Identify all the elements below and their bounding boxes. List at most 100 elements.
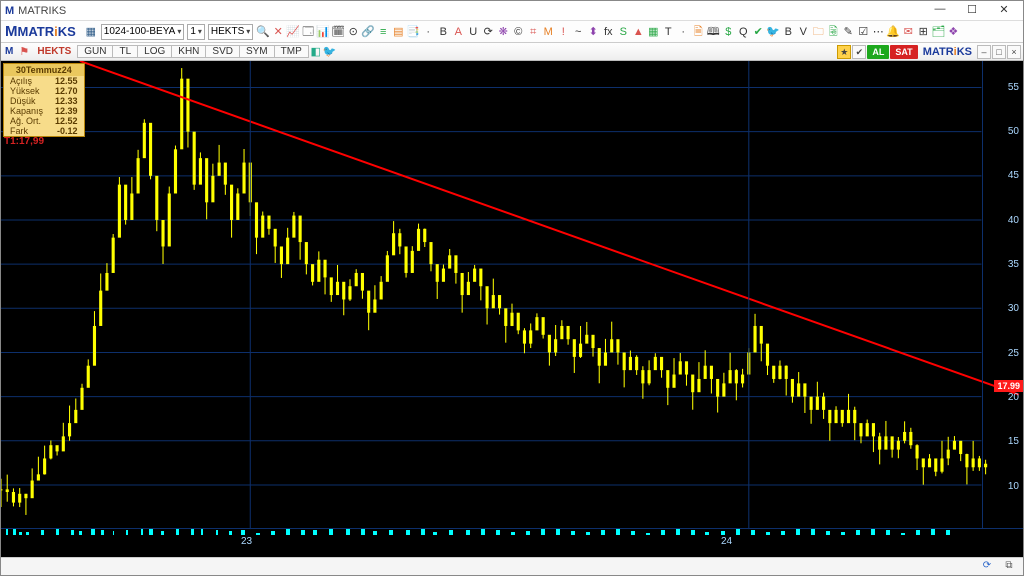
app-logo-m: M — [5, 5, 14, 17]
status-bar: ⟳ ⧉ — [1, 557, 1023, 575]
toolbar-icon[interactable]: S — [616, 25, 630, 39]
timeframe-button-khn[interactable]: KHN — [172, 45, 206, 58]
toolbar-icon[interactable]: ▤ — [391, 25, 405, 39]
toolbar-icon[interactable]: 🗎 — [691, 25, 705, 39]
toolbar-icon[interactable]: 📈 — [286, 25, 300, 39]
sell-button[interactable]: SAT — [890, 45, 917, 59]
ohlc-key: Düşük — [4, 96, 49, 106]
toolbar-icon[interactable]: ✕ — [271, 25, 285, 39]
toolbar-icon[interactable]: T — [661, 25, 675, 39]
y-axis-tick: 20 — [1008, 392, 1019, 403]
toolbar-icon[interactable]: U — [466, 25, 480, 39]
window-controls: — ☐ ✕ — [925, 3, 1019, 19]
toolbar-icon[interactable]: ≡ — [376, 25, 390, 39]
toolbar-icon[interactable]: ▦ — [646, 25, 660, 39]
toolbar-icon[interactable]: B — [436, 25, 450, 39]
timeframe-button-sym[interactable]: SYM — [240, 45, 275, 58]
toolbar-icon[interactable]: 🐦 — [766, 25, 780, 39]
chart-max-icon[interactable]: □ — [992, 45, 1006, 59]
symbol-select[interactable]: HEKTS▾ — [208, 24, 253, 40]
toolbar-icon[interactable]: 🗟 — [826, 25, 840, 39]
toolbar-icon[interactable]: $ — [721, 25, 735, 39]
y-axis-tick: 10 — [1008, 481, 1019, 492]
toolbar-icon[interactable]: 🗂 — [931, 25, 945, 39]
toolbar-icon[interactable]: ⟳ — [481, 25, 495, 39]
ohlc-value: 12.33 — [49, 96, 84, 106]
buy-button[interactable]: AL — [867, 45, 889, 59]
toolbar-icon[interactable]: ~ — [571, 25, 585, 39]
toolbar-icon[interactable]: ✎ — [841, 25, 855, 39]
layout-icon[interactable]: ▦ — [84, 25, 98, 39]
toolbar-icon[interactable]: 🗀 — [811, 25, 825, 39]
toolbar-icon[interactable]: ▲ — [631, 25, 645, 39]
toolbar-icon[interactable]: 🕮 — [706, 25, 720, 39]
ohlc-value: 12.70 — [49, 86, 84, 96]
y-axis-separator — [982, 61, 983, 529]
ohlc-date: 30Temmuz24 — [4, 64, 84, 76]
timeframe-button-tl[interactable]: TL — [113, 45, 138, 58]
toolbar-icon[interactable]: ⋯ — [871, 25, 885, 39]
ohlc-key: Kapanış — [4, 106, 49, 116]
y-axis-tick: 15 — [1008, 436, 1019, 447]
toolbar-icon[interactable]: B — [781, 25, 795, 39]
y-axis-tick: 25 — [1008, 348, 1019, 359]
toolbar-icon[interactable]: ! — [556, 25, 570, 39]
window-title: MATRIKS — [18, 5, 66, 17]
close-button[interactable]: ✕ — [989, 3, 1019, 19]
ohlc-value: -0.12 — [49, 126, 84, 136]
num-select[interactable]: 1▾ — [187, 24, 205, 40]
status-refresh-icon[interactable]: ⟳ — [979, 560, 995, 574]
toolbar-icon[interactable]: ⬍ — [586, 25, 600, 39]
timeframe-button-gun[interactable]: GUN — [77, 45, 113, 58]
toolbar-icon[interactable]: Q — [736, 25, 750, 39]
toolbar-icon[interactable]: 🔗 — [361, 25, 375, 39]
toolbar-icon[interactable]: © — [511, 25, 525, 39]
toolbar-icon[interactable]: ❋ — [496, 25, 510, 39]
main-toolbar: MMATRiKS ▦ 1024-100-BEYA▾ 1▾ HEKTS▾ 🔍✕📈🗔… — [1, 21, 1023, 43]
toolbar-icon[interactable]: ✔ — [751, 25, 765, 39]
volume-row — [1, 529, 981, 535]
chart-tool-icon[interactable]: ◧ — [309, 45, 323, 59]
y-axis-tick: 55 — [1008, 82, 1019, 93]
timeframe-button-log[interactable]: LOG — [138, 45, 172, 58]
chart-flag-icon[interactable]: ⚑ — [17, 45, 31, 59]
maximize-button[interactable]: ☐ — [957, 3, 987, 19]
timeframe-button-tmp[interactable]: TMP — [275, 45, 309, 58]
status-network-icon[interactable]: ⧉ — [1001, 560, 1017, 574]
toolbar-icon[interactable]: fx — [601, 25, 615, 39]
toolbar-icon[interactable]: ⊞ — [916, 25, 930, 39]
toolbar-icon[interactable]: ⌗ — [526, 25, 540, 39]
ohlc-info-box: 30Temmuz24 Açılış12.55Yüksek12.70Düşük12… — [3, 63, 85, 137]
toolbar-icon[interactable]: 🔔 — [886, 25, 900, 39]
toolbar-icon[interactable]: · — [676, 25, 690, 39]
chart-area[interactable]: 30Temmuz24 Açılış12.55Yüksek12.70Düşük12… — [1, 61, 1023, 557]
chart-brand: MATRiKS — [919, 46, 976, 58]
toolbar-icon[interactable]: A — [451, 25, 465, 39]
minimize-button[interactable]: — — [925, 3, 955, 19]
toolbar-icon[interactable]: M — [541, 25, 555, 39]
toolbar-icon[interactable]: 🔍 — [256, 25, 270, 39]
ohlc-key: Fark — [4, 126, 49, 136]
toolbar-icon[interactable]: ⊙ — [346, 25, 360, 39]
toolbar-icons: 🔍✕📈🗔📊🗓⊙🔗≡▤📑·BAU⟳❋©⌗M!~⬍fxS▲▦T·🗎🕮$Q✔🐦BV🗀🗟… — [256, 25, 1019, 39]
timeframe-button-svd[interactable]: SVD — [206, 45, 240, 58]
chart-tw-icon[interactable]: 🐦 — [323, 45, 337, 59]
toolbar-icon[interactable]: 🗔 — [301, 25, 315, 39]
toolbar-icon[interactable]: 📑 — [406, 25, 420, 39]
toolbar-icon[interactable]: 🗓 — [331, 25, 345, 39]
app-window: M MATRIKS — ☐ ✕ M MATRiKS ▦ 1024-100-BEYA… — [0, 0, 1024, 576]
y-axis-tick: 40 — [1008, 215, 1019, 226]
toolbar-icon[interactable]: V — [796, 25, 810, 39]
toolbar-icon[interactable]: ☑ — [856, 25, 870, 39]
toolbar-icon[interactable]: · — [421, 25, 435, 39]
chart-star-icon[interactable]: ★ — [837, 45, 851, 59]
chart-min-icon[interactable]: – — [977, 45, 991, 59]
x-axis-tick: 23 — [241, 536, 252, 547]
chart-check-icon[interactable]: ✔ — [852, 45, 866, 59]
layout-select[interactable]: 1024-100-BEYA▾ — [101, 24, 185, 40]
toolbar-icon[interactable]: ✉ — [901, 25, 915, 39]
price-tag: 17.99 — [994, 380, 1023, 392]
toolbar-icon[interactable]: ❖ — [946, 25, 960, 39]
toolbar-icon[interactable]: 📊 — [316, 25, 330, 39]
chart-close-icon[interactable]: × — [1007, 45, 1021, 59]
